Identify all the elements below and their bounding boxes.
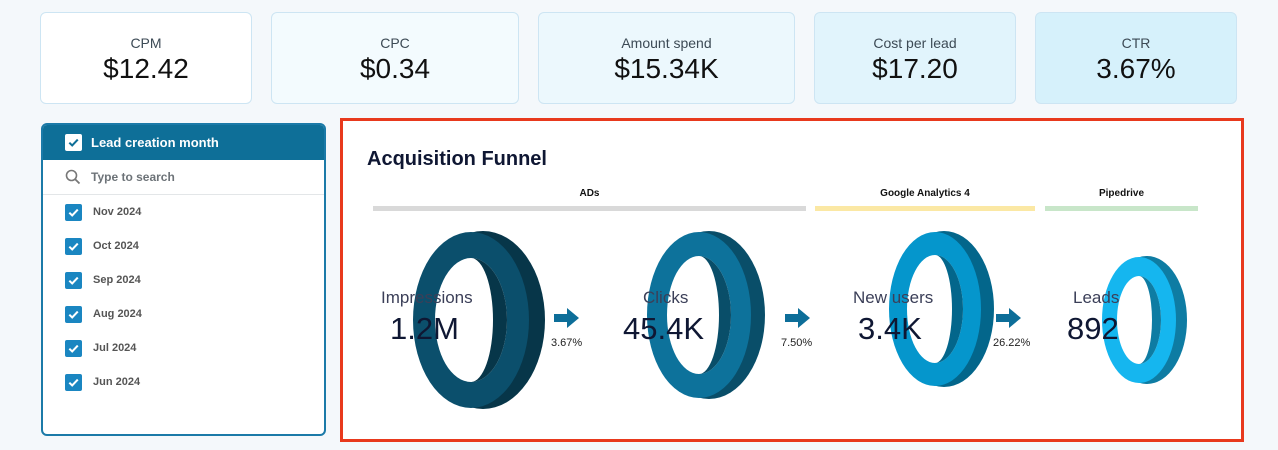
- segment-label-pipedrive: Pipedrive: [1098, 188, 1145, 199]
- filter-option-label: Oct 2024: [93, 240, 139, 252]
- filter-option-label: Jun 2024: [93, 376, 141, 388]
- kpi-label: CTR: [1121, 35, 1151, 51]
- kpi-value: 3.67%: [1096, 53, 1176, 84]
- checkbox-checked-icon[interactable]: [65, 305, 82, 323]
- checkbox-checked-icon[interactable]: [65, 271, 82, 289]
- filter-option-oct-2024[interactable]: Oct 2024: [43, 229, 324, 263]
- month-filter-panel: Lead creation month Type to search Nov 2…: [41, 123, 326, 436]
- segment-label-ads: ADs: [579, 188, 600, 199]
- filter-search[interactable]: Type to search: [43, 160, 324, 195]
- stage-value-impressions: 1.2M: [390, 311, 459, 346]
- stage-label-impressions: Impressions: [381, 288, 473, 307]
- filter-option-nov-2024[interactable]: Nov 2024: [43, 195, 324, 229]
- kpi-label: Cost per lead: [873, 35, 957, 51]
- funnel-ring-leads: [1102, 256, 1187, 384]
- segment-bar-ga4: [815, 206, 1035, 211]
- segment-label-ga4: Google Analytics 4: [880, 188, 970, 199]
- conversion-rate-3: 26.22%: [993, 337, 1031, 349]
- acquisition-funnel-panel: Acquisition Funnel ADs Google Analytics …: [340, 118, 1244, 442]
- arrow-right-icon: [554, 308, 579, 328]
- kpi-label: CPC: [380, 35, 410, 51]
- conversion-rate-1: 3.67%: [551, 337, 583, 349]
- filter-option-label: Aug 2024: [93, 308, 142, 320]
- filter-option-label: Nov 2024: [93, 206, 142, 218]
- segment-bar-pipedrive: [1045, 206, 1198, 211]
- stage-value-clicks: 45.4K: [623, 311, 705, 346]
- kpi-card-cost-per-lead: Cost per lead $17.20: [814, 12, 1016, 104]
- kpi-value: $17.20: [872, 53, 958, 84]
- kpi-label: Amount spend: [621, 35, 712, 51]
- filter-option-aug-2024[interactable]: Aug 2024: [43, 297, 324, 331]
- filter-title: Lead creation month: [91, 135, 219, 150]
- filter-option-jun-2024[interactable]: Jun 2024: [43, 365, 324, 399]
- stage-value-leads: 892: [1067, 311, 1119, 346]
- filter-option-sep-2024[interactable]: Sep 2024: [43, 263, 324, 297]
- filter-header[interactable]: Lead creation month: [43, 125, 324, 160]
- funnel-title: Acquisition Funnel: [367, 148, 547, 170]
- checkbox-checked-icon[interactable]: [65, 373, 82, 391]
- filter-option-label: Sep 2024: [93, 274, 141, 286]
- kpi-value: $15.34K: [614, 53, 719, 84]
- segment-bar-ads: [373, 206, 806, 211]
- filter-option-jul-2024[interactable]: Jul 2024: [43, 331, 324, 365]
- checkbox-checked-icon[interactable]: [65, 237, 82, 255]
- funnel-ring-clicks: [647, 231, 765, 399]
- conversion-rate-2: 7.50%: [781, 337, 813, 349]
- funnel-ring-impressions: [413, 231, 545, 409]
- kpi-card-cpc: CPC $0.34: [271, 12, 519, 104]
- search-input[interactable]: Type to search: [91, 170, 175, 184]
- arrow-right-icon: [996, 308, 1021, 328]
- select-all-checkbox-icon[interactable]: [65, 134, 82, 151]
- stage-label-new-users: New users: [853, 288, 934, 307]
- checkbox-checked-icon[interactable]: [65, 339, 82, 357]
- filter-option-label: Jul 2024: [93, 342, 137, 354]
- funnel-ring-new-users: [889, 231, 994, 387]
- kpi-card-ctr: CTR 3.67%: [1035, 12, 1237, 104]
- kpi-card-cpm: CPM $12.42: [40, 12, 252, 104]
- kpi-value: $12.42: [103, 53, 189, 84]
- stage-label-clicks: Clicks: [643, 288, 689, 307]
- arrow-right-icon: [785, 308, 810, 328]
- checkbox-checked-icon[interactable]: [65, 203, 82, 221]
- stage-value-new-users: 3.4K: [858, 311, 922, 346]
- kpi-value: $0.34: [359, 53, 431, 84]
- stage-label-leads: Leads: [1073, 288, 1120, 307]
- kpi-label: CPM: [130, 35, 162, 51]
- kpi-card-amount-spend: Amount spend $15.34K: [538, 12, 795, 104]
- search-icon: [65, 169, 81, 185]
